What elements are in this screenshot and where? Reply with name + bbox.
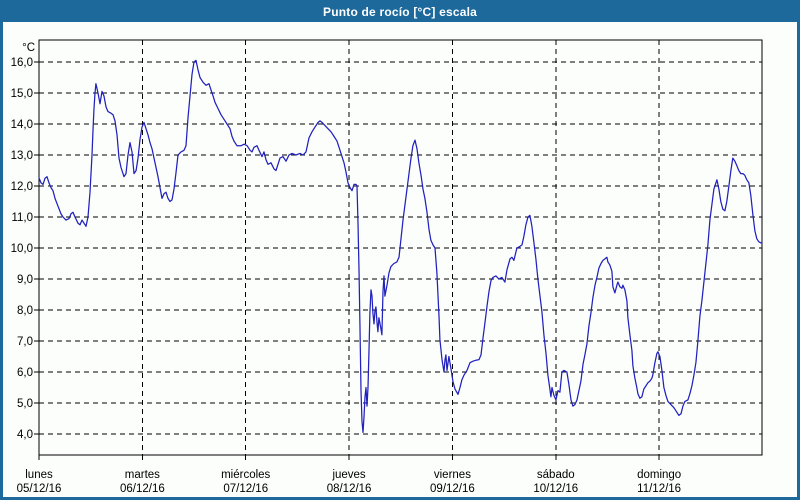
plot-border (38, 39, 763, 456)
x-day-label: martes (125, 469, 160, 481)
x-date-label: 08/12/16 (327, 483, 372, 495)
x-day-label: sábado (537, 469, 575, 481)
x-day-label: miércoles (221, 469, 270, 481)
y-tick-label: 7,0 (17, 336, 33, 348)
window-title: Punto de rocío [°C] escala (322, 5, 478, 19)
y-tick-label: 6,0 (17, 367, 33, 379)
x-date-label: 09/12/16 (430, 483, 475, 495)
x-date-label: 05/12/16 (17, 483, 62, 495)
x-date-label: 11/12/16 (637, 483, 681, 495)
x-day-label: lunes (25, 469, 53, 481)
x-date-label: 07/12/16 (223, 483, 268, 495)
y-tick-label: 9,0 (17, 274, 33, 286)
y-axis-unit-label: °C (22, 42, 35, 54)
y-tick-label: 14,0 (11, 119, 33, 131)
y-tick-label: 10,0 (11, 243, 33, 255)
y-tick-label: 5,0 (17, 398, 33, 410)
y-tick-label: 15,0 (11, 88, 33, 100)
y-tick-label: 16,0 (11, 57, 33, 69)
dewpoint-chart-svg: 16,0 15,0 14,0 13,0 12,0 11,0 10,0 9,0 8,0 7,0 6,0… (11, 39, 763, 495)
window-titlebar: Punto de rocío [°C] escala (3, 3, 797, 22)
x-date-label: 10/12/16 (533, 483, 578, 495)
series-line (38, 59, 763, 434)
x-day-label: jueves (331, 469, 365, 481)
y-tick-label: 12,0 (11, 181, 33, 193)
y-tick-label: 11,0 (11, 212, 33, 224)
x-date-label: 06/12/16 (120, 483, 165, 495)
x-day-label: viernes (434, 469, 471, 481)
chart-area: 16,0 15,0 14,0 13,0 12,0 11,0 10,0 9,0 8,0 7,0 6,0… (3, 22, 797, 497)
y-tick-label: 13,0 (11, 150, 33, 162)
y-tick-label: 8,0 (17, 305, 33, 317)
y-tick-label: 4,0 (17, 429, 33, 441)
x-day-label: domingo (637, 469, 681, 481)
